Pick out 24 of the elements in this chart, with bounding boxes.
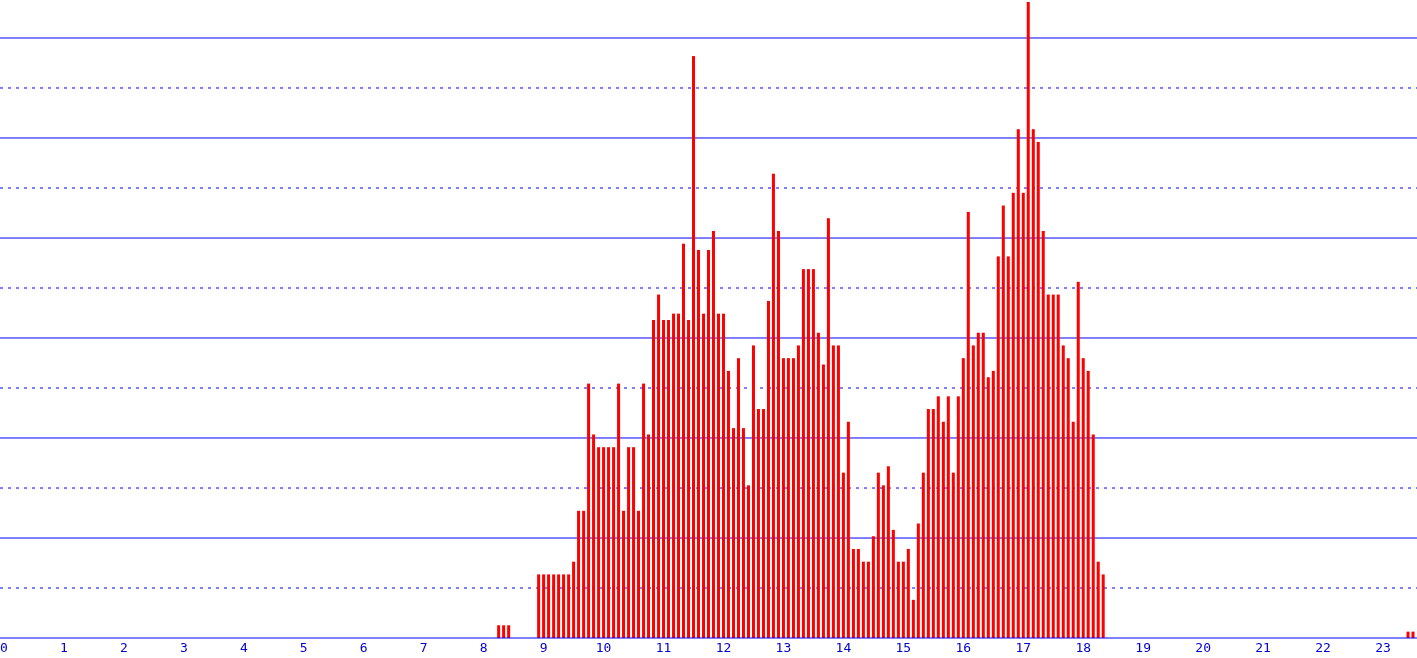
x-tick-label: 19 <box>1135 640 1152 655</box>
x-tick-label: 3 <box>179 640 188 655</box>
x-tick-label: 8 <box>479 640 488 655</box>
x-tick-label: 16 <box>955 640 972 655</box>
x-tick-label: 18 <box>1075 640 1092 655</box>
x-tick-label: 12 <box>715 640 732 655</box>
x-tick-label: 20 <box>1195 640 1211 655</box>
x-tick-label: 17 <box>1015 640 1032 655</box>
x-tick-label: 4 <box>239 640 248 655</box>
x-tick-label: 9 <box>539 640 548 655</box>
x-tick-label: 21 <box>1255 640 1271 655</box>
x-tick-label: 0 <box>0 640 8 655</box>
x-tick-label: 11 <box>655 640 672 655</box>
x-tick-label: 14 <box>835 640 852 655</box>
x-tick-label: 15 <box>895 640 912 655</box>
x-tick-label: 23 <box>1375 640 1391 655</box>
x-tick-label: 22 <box>1315 640 1331 655</box>
x-tick-label: 7 <box>419 640 428 655</box>
x-tick-label: 5 <box>299 640 308 655</box>
x-tick-label: 1 <box>60 640 68 655</box>
x-tick-label: 13 <box>775 640 792 655</box>
x-tick-label: 10 <box>595 640 612 655</box>
x-tick-label: 2 <box>120 640 128 655</box>
x-tick-label: 6 <box>359 640 368 655</box>
